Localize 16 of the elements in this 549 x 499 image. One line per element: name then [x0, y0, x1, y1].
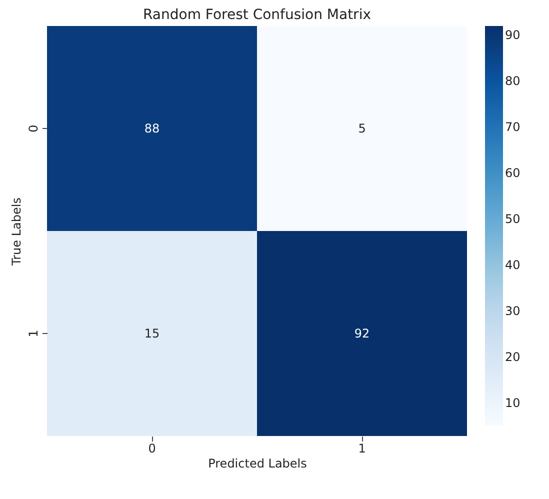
color-bar-label: 70	[505, 120, 520, 134]
color-bar-label: 90	[505, 28, 520, 42]
color-bar-label: 40	[505, 258, 520, 272]
y-axis-title: True Labels	[10, 198, 24, 266]
chart-title: Random Forest Confusion Matrix	[143, 7, 371, 23]
data-label: 88	[144, 122, 160, 136]
color-bar-label: 60	[505, 166, 520, 180]
data-label: 15	[144, 326, 160, 340]
color-bar-label: 20	[505, 350, 520, 364]
data-label: 92	[354, 326, 370, 340]
x-axis-title: Predicted Labels	[208, 456, 307, 470]
data-label: 5	[358, 122, 366, 136]
color-bar-label: 80	[505, 74, 520, 88]
color-bar-label: 50	[505, 212, 520, 226]
color-bar-label: 30	[505, 304, 520, 318]
color-bar-label: 10	[505, 396, 520, 410]
